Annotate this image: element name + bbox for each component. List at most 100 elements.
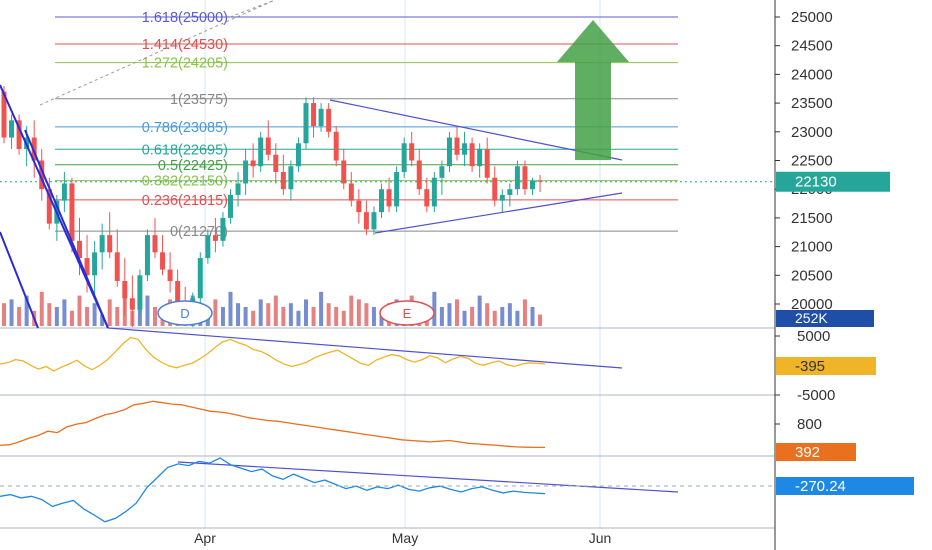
volume-bar (243, 307, 248, 326)
volume-bar (349, 295, 354, 326)
indicator-value-badge (776, 477, 914, 495)
candle-body (84, 258, 90, 276)
indicator-value-badge (776, 357, 876, 375)
volume-bar (522, 299, 527, 326)
candle-body (371, 212, 377, 230)
candle-body (439, 166, 445, 178)
volume-bar (319, 291, 324, 326)
candle-body (530, 180, 535, 190)
candle-body (265, 137, 271, 155)
volume-bar (356, 299, 361, 326)
volume-bar (228, 291, 233, 326)
candle-body (363, 212, 369, 230)
candle-body (514, 166, 520, 190)
candle-body (295, 143, 301, 167)
fib-level-label: 1.272(24205) (142, 56, 228, 72)
candlestick-series (1, 85, 543, 327)
trendline (107, 327, 623, 369)
candle-body (77, 240, 82, 259)
candle-body (303, 103, 309, 144)
event-marker-label[interactable]: D (180, 306, 189, 321)
candle-body (122, 281, 128, 299)
candle-body (160, 252, 166, 270)
fib-level-label: 0.382(22150) (142, 174, 228, 190)
volume-bar (341, 310, 346, 326)
candle-body (273, 154, 279, 172)
indicator-tick-label: 5000 (797, 328, 830, 345)
volume-bar (530, 307, 535, 326)
volume-bar (477, 295, 482, 326)
candle-body (492, 177, 498, 201)
candle-body (197, 258, 203, 299)
indicator-line (0, 457, 546, 523)
fib-level-label: 0.5(22425) (158, 158, 228, 174)
volume-bar (455, 299, 459, 326)
trendline (0, 231, 39, 329)
candle-body (484, 149, 490, 178)
volume-bar (77, 295, 82, 326)
candle-body (129, 298, 135, 310)
indicator-line (0, 336, 546, 372)
candle-body (243, 160, 249, 184)
x-tick-label: Apr (194, 530, 216, 546)
indicator-line (0, 400, 545, 449)
candle-body (31, 137, 37, 161)
price-tick-label: 21000 (791, 239, 833, 256)
volume-bar (379, 310, 384, 326)
fib-level-label: 0(21270) (170, 224, 228, 240)
event-marker[interactable] (157, 300, 213, 326)
candle-body (9, 120, 15, 138)
volume-bar (213, 299, 218, 326)
candle-body (333, 131, 339, 161)
up-arrow-icon (557, 20, 629, 160)
candle-body (499, 194, 505, 201)
candle-body (175, 281, 181, 304)
candle-body (311, 103, 317, 127)
last-price-label: 22130 (795, 174, 837, 191)
candle-body (431, 177, 437, 207)
volume-bar (371, 307, 376, 326)
volume-bar (145, 295, 150, 326)
price-tick-label: 25000 (791, 9, 833, 26)
volume-bar (288, 303, 293, 326)
candle-body (280, 171, 286, 190)
volume-bar (39, 291, 44, 326)
volume-bar (281, 307, 286, 326)
volume-label: 252K (795, 310, 828, 326)
trendline-drawings (0, 20, 679, 493)
indicator-panes (0, 336, 775, 523)
candle-body (144, 235, 150, 276)
candle-body (409, 143, 415, 161)
volume-bar (2, 303, 6, 326)
volume-bar (492, 310, 497, 326)
volume-bar (54, 307, 59, 326)
candle-body (454, 137, 460, 155)
volume-bar (304, 299, 308, 326)
trendline (329, 99, 623, 161)
volume-bar (153, 307, 157, 326)
candle-body (205, 235, 211, 259)
volume-bar (447, 303, 452, 326)
x-tick-label: May (392, 530, 418, 546)
fib-level-label: 1(23575) (170, 92, 228, 108)
candle-body (228, 194, 233, 218)
candle-body (61, 183, 67, 201)
candle-body (522, 166, 528, 190)
candle-body (326, 108, 332, 132)
candle-body (394, 171, 400, 207)
event-marker-label[interactable]: E (403, 306, 412, 321)
candle-body (235, 183, 241, 195)
candle-body (258, 137, 264, 167)
candle-body (446, 137, 452, 167)
trendline (374, 192, 623, 234)
event-marker[interactable] (379, 300, 435, 326)
price-axis: 2500024500240002350023000225002200021500… (775, 9, 914, 495)
candle-body (69, 183, 75, 241)
volume-bar (311, 307, 316, 326)
indicator-value-label: -270.24 (795, 478, 846, 495)
volume-bar (92, 303, 97, 326)
volume-bar (364, 303, 369, 326)
fib-level-label: 1.414(24530) (142, 37, 228, 53)
